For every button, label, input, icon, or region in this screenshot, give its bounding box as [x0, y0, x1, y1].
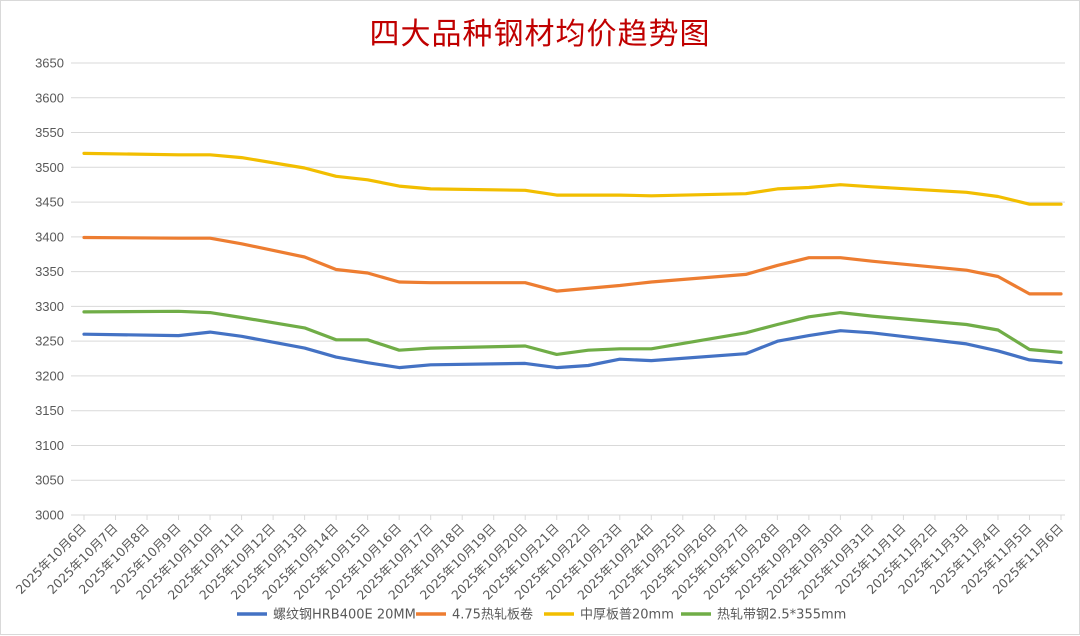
- legend-label: 热轧带钢2.5*355mm: [717, 608, 846, 623]
- y-tick-label: 3500: [35, 160, 64, 175]
- legend-label: 中厚板普20mm: [580, 608, 674, 623]
- legend-item-2: 4.75热轧板卷: [416, 607, 533, 623]
- y-tick-label: 3650: [35, 56, 64, 71]
- y-tick-label: 3550: [35, 125, 64, 140]
- y-tick-label: 3000: [35, 508, 64, 523]
- y-tick-label: 3400: [35, 229, 64, 244]
- y-tick-label: 3100: [35, 438, 64, 453]
- x-axis: 2025年10月6日2025年10月7日2025年10月8日2025年10月9日…: [13, 515, 1066, 603]
- legend: 螺纹钢HRB400E 20MM 4.75热轧板卷 中厚板普20mm 热轧带钢2.5*3…: [237, 607, 846, 623]
- series-line-3: [82, 151, 1063, 206]
- y-tick-label: 3050: [35, 473, 64, 488]
- y-tick-label: 3250: [35, 334, 64, 349]
- y-tick-label: 3450: [35, 195, 64, 210]
- y-tick-label: 3350: [35, 264, 64, 279]
- legend-label: 4.75热轧板卷: [452, 607, 533, 623]
- y-tick-label: 3300: [35, 299, 64, 314]
- legend-item-1: 螺纹钢HRB400E 20MM: [237, 608, 416, 623]
- grid-lines: [71, 62, 1065, 516]
- chart-title: 四大品种钢材均价趋势图: [369, 17, 711, 52]
- series-line-2: [82, 235, 1063, 296]
- y-tick-label: 3600: [35, 90, 64, 105]
- y-axis: 3000 3050 3100 3150 3200 3250 3300 3350 3400 3450…: [35, 56, 64, 523]
- y-tick-label: 3150: [35, 403, 64, 418]
- series-lines: [82, 151, 1063, 370]
- y-tick-label: 3200: [35, 368, 64, 383]
- legend-item-3: 中厚板普20mm: [544, 608, 674, 623]
- legend-item-4: 热轧带钢2.5*355mm: [681, 608, 846, 623]
- legend-label: 螺纹钢HRB400E 20MM: [273, 608, 416, 623]
- series-line-1: [82, 329, 1063, 370]
- series-line-4: [82, 309, 1063, 356]
